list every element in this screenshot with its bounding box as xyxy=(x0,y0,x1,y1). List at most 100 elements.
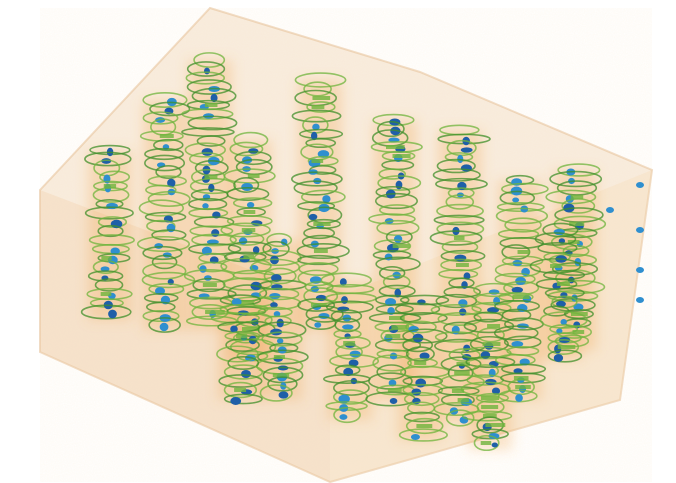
green-block xyxy=(456,362,470,366)
blue-spot xyxy=(341,296,348,304)
blue-spot xyxy=(451,325,460,335)
blue-spot xyxy=(246,202,255,208)
ring-column xyxy=(136,92,196,333)
green-ring xyxy=(441,240,479,254)
green-ring xyxy=(501,308,532,322)
green-ring xyxy=(142,309,180,323)
green-ring xyxy=(186,61,226,77)
green-ring xyxy=(136,235,190,253)
green-ring xyxy=(301,234,342,250)
green-ring xyxy=(218,374,263,388)
green-ring xyxy=(222,277,273,291)
green-ring xyxy=(146,219,176,233)
green-ring xyxy=(377,175,422,191)
green-ring xyxy=(303,81,332,97)
blue-spot xyxy=(202,203,209,209)
blue-spot xyxy=(385,298,397,306)
green-ring xyxy=(447,364,474,382)
blue-spot xyxy=(314,322,322,328)
blue-spot xyxy=(110,247,120,255)
green-ring xyxy=(374,192,419,210)
green-ring xyxy=(223,393,263,405)
green-ring xyxy=(445,194,475,210)
green-ring xyxy=(405,320,437,334)
green-ring xyxy=(234,150,272,166)
green-ring xyxy=(303,226,336,240)
green-block xyxy=(241,327,260,331)
green-ring xyxy=(138,199,185,217)
green-ring xyxy=(296,242,350,260)
blue-spot xyxy=(349,350,361,358)
green-block xyxy=(234,388,247,392)
blue-spot xyxy=(238,237,248,245)
green-ring xyxy=(189,177,237,195)
green-ring xyxy=(500,372,546,384)
ring-columns xyxy=(80,52,644,452)
green-ring xyxy=(471,428,509,440)
green-ring xyxy=(436,203,484,219)
blue-spot xyxy=(460,147,473,153)
green-ring xyxy=(142,111,179,125)
green-ring xyxy=(469,335,509,353)
green-block xyxy=(103,184,117,188)
green-block xyxy=(556,282,570,286)
ring-column xyxy=(529,222,588,363)
green-ring xyxy=(368,213,416,225)
ring-column xyxy=(394,294,450,442)
green-block xyxy=(457,398,469,402)
green-ring xyxy=(87,270,124,282)
green-ring xyxy=(399,294,450,306)
green-block xyxy=(391,325,410,329)
green-block xyxy=(101,256,112,260)
green-ring xyxy=(440,393,475,407)
blue-spot xyxy=(459,308,467,316)
green-ring xyxy=(142,262,187,280)
blue-spot xyxy=(208,183,215,193)
blue-spot xyxy=(270,302,278,308)
green-ring xyxy=(304,281,334,293)
blue-spot xyxy=(203,67,210,75)
green-block xyxy=(310,303,327,307)
green-ring xyxy=(375,256,421,272)
blue-spot xyxy=(201,148,213,156)
green-ring xyxy=(267,376,298,392)
green-ring xyxy=(394,302,441,316)
green-ring xyxy=(145,184,177,196)
green-block xyxy=(416,424,433,428)
green-block xyxy=(453,236,465,240)
green-ring xyxy=(227,355,260,371)
green-ring xyxy=(561,198,596,214)
green-block xyxy=(387,388,402,392)
green-ring xyxy=(447,187,475,199)
green-ring xyxy=(144,154,186,172)
green-ring xyxy=(94,278,124,292)
green-ring xyxy=(92,260,119,274)
green-ring xyxy=(153,138,184,152)
blue-spot xyxy=(276,318,284,328)
green-ring xyxy=(496,201,545,213)
green-block xyxy=(240,300,253,304)
green-ring xyxy=(297,298,336,312)
green-ring xyxy=(189,225,234,237)
green-ring xyxy=(306,101,336,113)
blue-spot xyxy=(560,319,567,325)
green-block xyxy=(550,264,562,268)
green-ring xyxy=(233,177,260,193)
green-ring xyxy=(443,286,481,298)
green-ring xyxy=(227,241,272,255)
blue-spot xyxy=(211,229,220,237)
blue-spot xyxy=(273,311,281,317)
blue-spot xyxy=(199,265,207,273)
blue-spot xyxy=(513,368,523,374)
blue-spot xyxy=(636,297,644,303)
green-block xyxy=(451,389,465,393)
green-block xyxy=(100,292,112,296)
ring-column xyxy=(210,294,269,405)
green-ring xyxy=(402,337,434,353)
green-ring xyxy=(534,232,577,246)
green-ring xyxy=(436,158,476,174)
ring-column xyxy=(493,174,549,403)
green-ring xyxy=(494,272,536,286)
green-ring xyxy=(229,232,265,246)
blue-spot xyxy=(515,394,523,402)
